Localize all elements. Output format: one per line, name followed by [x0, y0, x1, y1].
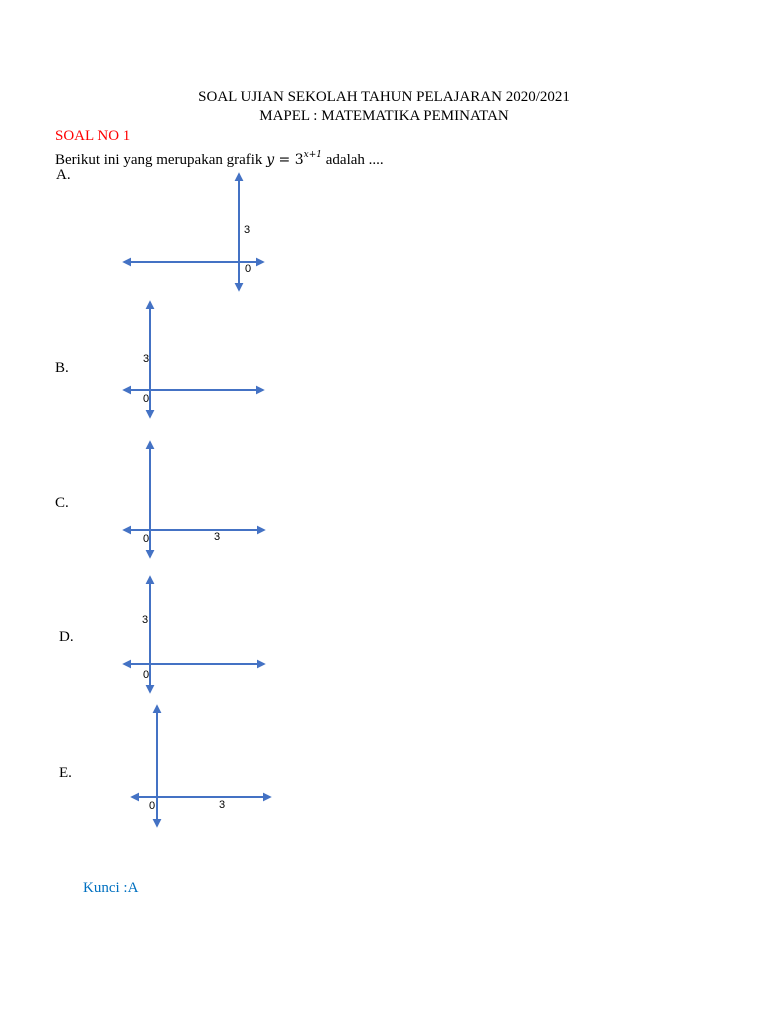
option-d-label-0: 0 [143, 669, 149, 681]
option-c-label-0: 0 [143, 533, 149, 545]
answer-key: Kunci :A [83, 880, 139, 896]
option-e-diagram: 0 3 [130, 704, 272, 828]
option-a-letter: A. [56, 167, 71, 183]
option-b-label-0: 0 [143, 393, 149, 405]
option-a-label-3: 3 [244, 224, 250, 236]
subject-title: MAPEL : MATEMATIKA PEMINATAN [259, 108, 509, 124]
formula-eq: = 3 [274, 152, 304, 168]
option-e-label-0: 0 [149, 800, 155, 812]
option-a-label-0: 0 [245, 263, 251, 275]
question-text-after: adalah .... [322, 152, 384, 168]
option-b-diagram: 3 0 [122, 300, 265, 419]
question-text-before: Berikut ini yang merupakan grafik [55, 152, 267, 168]
option-c-diagram: 0 3 [122, 440, 266, 559]
question-text: Berikut ini yang merupakan grafik y = 3x… [55, 146, 384, 169]
formula-y: y [266, 152, 275, 168]
option-a-diagram: 3 0 [122, 172, 265, 292]
option-d-letter: D. [59, 629, 74, 645]
option-d-diagram: 3 0 [122, 575, 266, 694]
option-c-letter: C. [55, 495, 69, 511]
option-b-letter: B. [55, 360, 69, 376]
formula-exponent: x+1 [303, 150, 322, 160]
option-b-label-3: 3 [143, 353, 149, 365]
exam-title: SOAL UJIAN SEKOLAH TAHUN PELAJARAN 2020/… [198, 89, 570, 105]
option-c-label-3: 3 [214, 531, 220, 543]
option-e-label-3: 3 [219, 799, 225, 811]
option-d-label-3: 3 [142, 614, 148, 626]
option-e-letter: E. [59, 765, 72, 781]
question-number: SOAL NO 1 [55, 128, 131, 144]
